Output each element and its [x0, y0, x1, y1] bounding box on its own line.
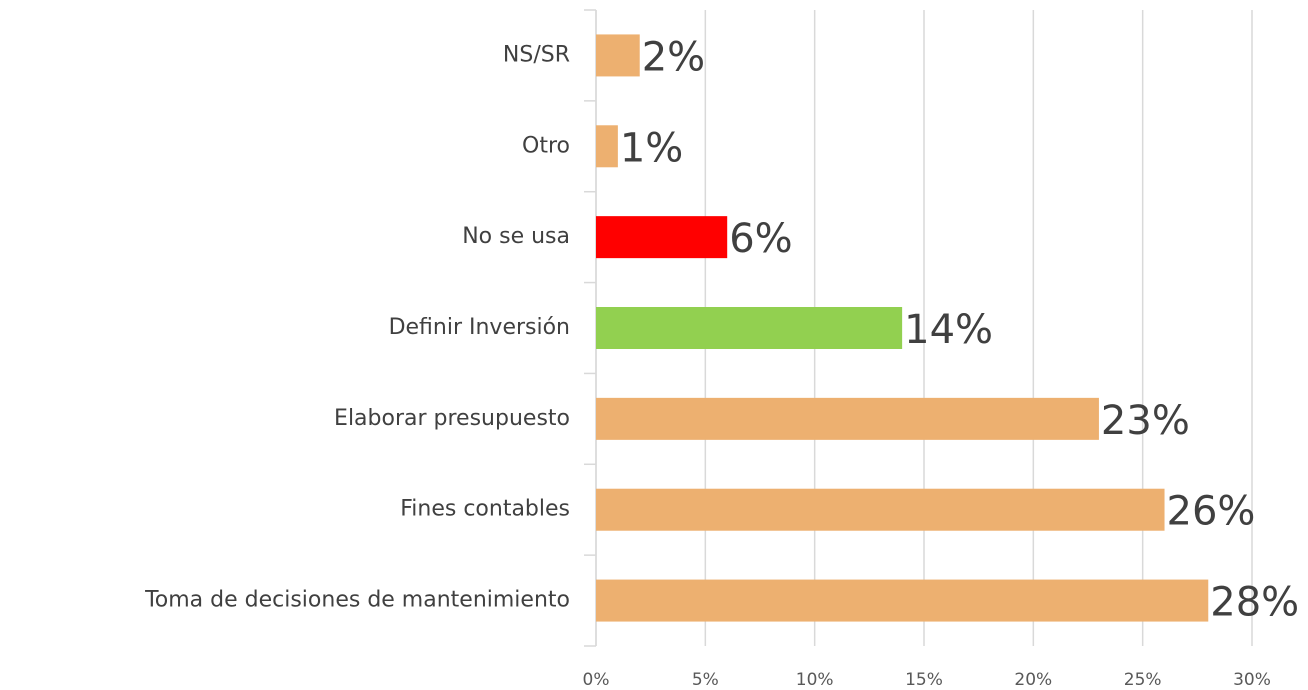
bar: [596, 125, 618, 168]
y-tick-label: Elaborar presupuesto: [334, 406, 570, 431]
x-tick-label: 15%: [905, 670, 943, 690]
bar: [596, 488, 1165, 531]
bar: [596, 579, 1209, 622]
bar: [596, 397, 1099, 440]
data-label: 6%: [729, 216, 792, 262]
x-tick-label: 5%: [692, 670, 719, 690]
x-tick-label: 20%: [1014, 670, 1052, 690]
data-label: 14%: [904, 307, 993, 353]
y-tick-label: Definir Inversión: [389, 315, 570, 340]
data-label: 1%: [620, 125, 683, 171]
data-label: 28%: [1210, 580, 1299, 626]
bar: [596, 34, 640, 77]
bar: [596, 216, 728, 259]
x-tick-label: 0%: [583, 670, 610, 690]
x-tick-label: 25%: [1124, 670, 1162, 690]
x-tick-label: 30%: [1233, 670, 1271, 690]
x-tick-label: 10%: [796, 670, 834, 690]
y-tick-label: Toma de decisiones de mantenimiento: [144, 588, 570, 613]
y-tick-label: No se usa: [462, 224, 570, 249]
data-label: 23%: [1101, 398, 1190, 444]
data-label: 2%: [642, 34, 705, 80]
y-tick-label: NS/SR: [503, 42, 570, 67]
bar: [596, 307, 903, 349]
data-label: 26%: [1167, 489, 1256, 535]
y-tick-label: Fines contables: [400, 497, 570, 522]
y-tick-label: Otro: [522, 133, 570, 158]
